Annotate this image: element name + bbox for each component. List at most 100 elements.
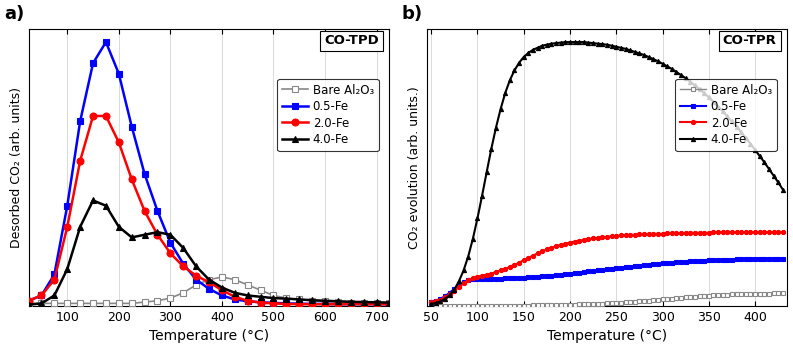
2.0-Fe xyxy=(385,302,394,306)
2.0-Fe xyxy=(282,302,291,306)
2.0-Fe xyxy=(153,233,163,237)
4.0-Fe xyxy=(385,300,394,305)
Line: Bare Al₂O₃: Bare Al₂O₃ xyxy=(429,291,785,307)
2.0-Fe xyxy=(269,301,278,305)
Bare Al₂O₃ xyxy=(427,303,436,307)
2.0-Fe xyxy=(24,299,33,303)
4.0-Fe xyxy=(205,277,214,282)
2.0-Fe xyxy=(114,140,124,144)
0.5-Fe xyxy=(385,302,394,306)
0.5-Fe xyxy=(333,302,343,306)
Bare Al₂O₃ xyxy=(88,301,98,305)
0.5-Fe xyxy=(75,119,85,123)
0.5-Fe xyxy=(153,209,163,213)
0.5-Fe xyxy=(127,125,136,129)
Line: 4.0-Fe: 4.0-Fe xyxy=(429,40,785,306)
4.0-Fe xyxy=(114,225,124,229)
4.0-Fe xyxy=(191,264,201,268)
Bare Al₂O₃ xyxy=(778,291,787,296)
0.5-Fe xyxy=(750,257,760,261)
4.0-Fe xyxy=(256,295,266,299)
2.0-Fe xyxy=(427,300,436,305)
4.0-Fe xyxy=(320,299,330,303)
4.0-Fe xyxy=(50,294,59,298)
Legend: Bare Al₂O₃, 0.5-Fe, 2.0-Fe, 4.0-Fe: Bare Al₂O₃, 0.5-Fe, 2.0-Fe, 4.0-Fe xyxy=(675,79,776,151)
4.0-Fe xyxy=(75,225,85,229)
Bare Al₂O₃ xyxy=(102,301,111,305)
Bare Al₂O₃ xyxy=(320,299,330,303)
Bare Al₂O₃ xyxy=(496,303,505,307)
0.5-Fe xyxy=(230,297,239,302)
Bare Al₂O₃ xyxy=(579,302,588,306)
2.0-Fe xyxy=(166,251,175,255)
4.0-Fe xyxy=(178,246,188,250)
2.0-Fe xyxy=(308,302,317,306)
0.5-Fe xyxy=(36,294,46,298)
0.5-Fe xyxy=(320,302,330,306)
0.5-Fe xyxy=(256,300,266,304)
Line: 2.0-Fe: 2.0-Fe xyxy=(25,112,393,308)
Y-axis label: Desorbed CO₂ (arb. units): Desorbed CO₂ (arb. units) xyxy=(10,87,23,248)
2.0-Fe xyxy=(50,277,59,282)
Bare Al₂O₃ xyxy=(178,291,188,295)
4.0-Fe xyxy=(496,107,505,111)
Bare Al₂O₃ xyxy=(205,277,214,282)
4.0-Fe xyxy=(372,300,381,304)
Bare Al₂O₃ xyxy=(294,297,304,302)
0.5-Fe xyxy=(282,301,291,305)
4.0-Fe xyxy=(24,303,33,307)
4.0-Fe xyxy=(166,233,175,237)
2.0-Fe xyxy=(333,302,343,306)
4.0-Fe xyxy=(243,294,252,298)
Y-axis label: CO₂ evolution (arb. units.): CO₂ evolution (arb. units.) xyxy=(408,86,421,249)
Bare Al₂O₃ xyxy=(36,301,46,305)
4.0-Fe xyxy=(427,302,436,306)
Bare Al₂O₃ xyxy=(191,283,201,287)
4.0-Fe xyxy=(140,233,149,237)
Bare Al₂O₃ xyxy=(570,303,580,307)
0.5-Fe xyxy=(372,302,381,306)
4.0-Fe xyxy=(282,297,291,301)
2.0-Fe xyxy=(243,299,252,303)
2.0-Fe xyxy=(778,230,787,235)
Bare Al₂O₃ xyxy=(621,300,630,304)
4.0-Fe xyxy=(561,40,570,44)
Bare Al₂O₃ xyxy=(282,296,291,300)
4.0-Fe xyxy=(294,297,304,302)
4.0-Fe xyxy=(36,301,46,305)
2.0-Fe xyxy=(102,114,111,118)
Line: 2.0-Fe: 2.0-Fe xyxy=(429,230,785,305)
4.0-Fe xyxy=(269,296,278,300)
Bare Al₂O₃ xyxy=(346,300,355,305)
Text: a): a) xyxy=(5,5,25,23)
0.5-Fe xyxy=(570,271,580,275)
2.0-Fe xyxy=(621,233,630,238)
2.0-Fe xyxy=(36,294,46,298)
Bare Al₂O₃ xyxy=(385,301,394,305)
2.0-Fe xyxy=(256,300,266,305)
Legend: Bare Al₂O₃, 0.5-Fe, 2.0-Fe, 4.0-Fe: Bare Al₂O₃, 0.5-Fe, 2.0-Fe, 4.0-Fe xyxy=(278,79,379,151)
4.0-Fe xyxy=(346,300,355,304)
2.0-Fe xyxy=(359,302,369,306)
0.5-Fe xyxy=(50,272,59,276)
Bare Al₂O₃ xyxy=(50,301,59,305)
Bare Al₂O₃ xyxy=(546,303,556,307)
2.0-Fe xyxy=(294,302,304,306)
4.0-Fe xyxy=(88,198,98,202)
4.0-Fe xyxy=(102,203,111,208)
4.0-Fe xyxy=(217,285,227,290)
2.0-Fe xyxy=(570,239,580,244)
0.5-Fe xyxy=(24,299,33,303)
Bare Al₂O₃ xyxy=(243,283,252,287)
Bare Al₂O₃ xyxy=(217,275,227,279)
2.0-Fe xyxy=(140,209,149,213)
2.0-Fe xyxy=(230,295,239,299)
0.5-Fe xyxy=(308,302,317,306)
0.5-Fe xyxy=(166,240,175,245)
Line: 0.5-Fe: 0.5-Fe xyxy=(25,39,393,308)
0.5-Fe xyxy=(178,262,188,266)
Bare Al₂O₃ xyxy=(140,300,149,304)
0.5-Fe xyxy=(102,40,111,44)
0.5-Fe xyxy=(88,61,98,65)
Bare Al₂O₃ xyxy=(230,277,239,282)
